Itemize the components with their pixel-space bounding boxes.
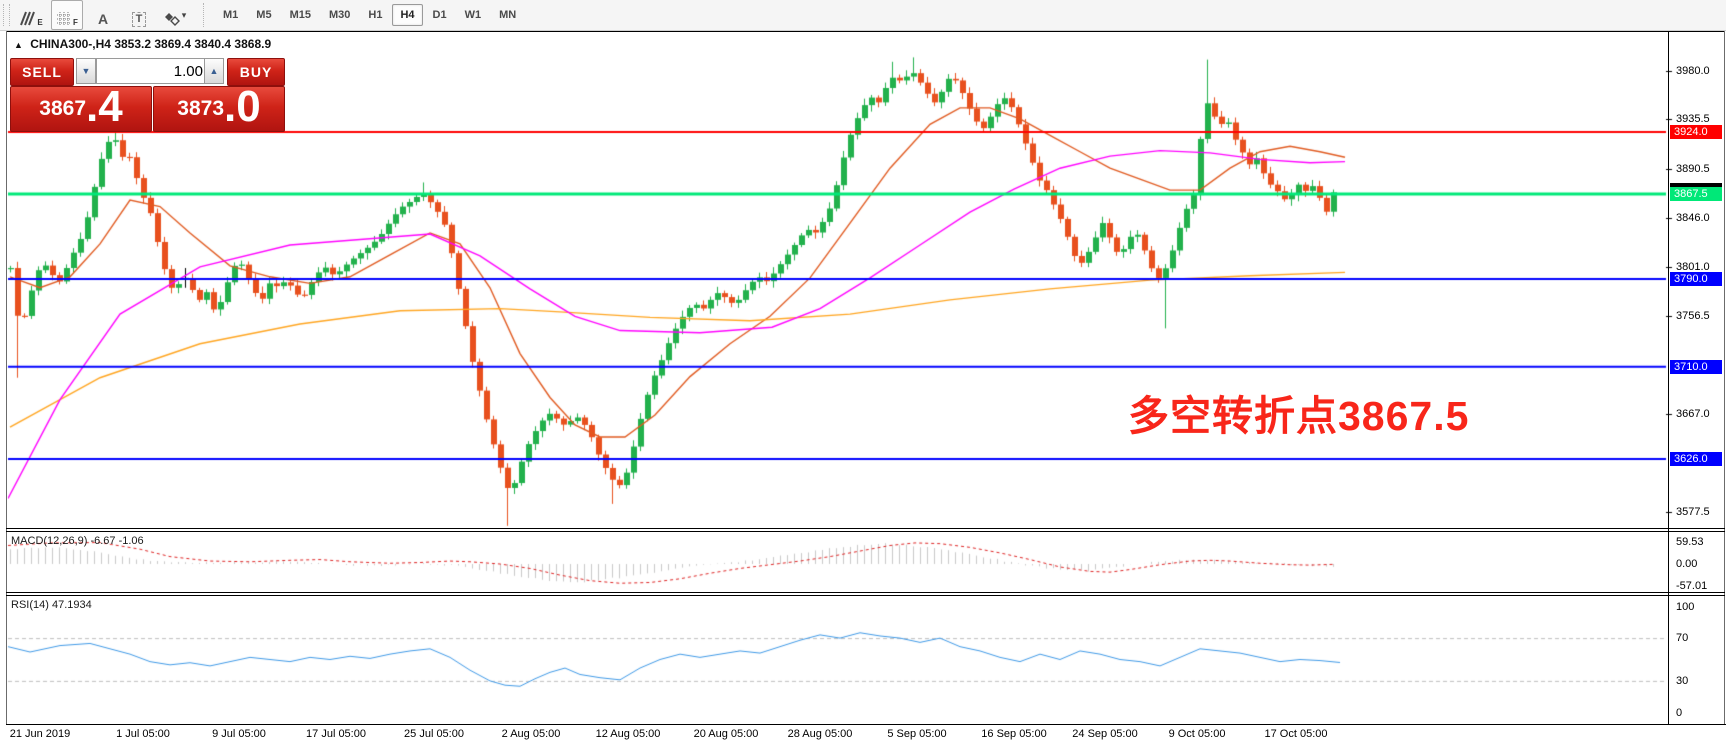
time-tick-label: 9 Jul 05:00	[212, 728, 266, 740]
time-tick-label: 24 Sep 05:00	[1072, 728, 1138, 740]
chart-top-border	[6, 31, 1725, 32]
price-tick-label: 3667.0	[1676, 407, 1710, 420]
chart-left-border	[6, 31, 7, 724]
level-badge: 3924.0	[1670, 125, 1722, 139]
time-tick-label: 9 Oct 05:00	[1168, 728, 1226, 740]
rsi-scale-label: 70	[1676, 632, 1689, 644]
level-badge: 3626.0	[1670, 451, 1722, 466]
time-tick-label: 21 Jun 2019	[9, 728, 71, 740]
one-click-trade-panel: SELL ▼ ▲ BUY 3867 .4 3873 .0	[8, 56, 286, 132]
macd-rsi-separator-top	[6, 592, 1725, 593]
main-macd-separator-bottom[interactable]	[6, 531, 1725, 532]
sell-price-fraction: .4	[86, 82, 123, 131]
collapse-arrow-icon[interactable]: ▲	[14, 40, 23, 50]
main-macd-separator-top	[6, 528, 1725, 529]
macd-rsi-separator-bottom[interactable]	[6, 595, 1725, 596]
level-badge: 3710.0	[1670, 359, 1722, 374]
time-tick-label: 1 Jul 05:00	[116, 728, 170, 740]
arrow-down-icon: ▼	[81, 66, 91, 76]
level-badge: 3790.0	[1670, 271, 1722, 286]
macd-label: MACD(12,26,9) -6.67 -1.06	[11, 535, 144, 547]
sell-button[interactable]: SELL	[10, 58, 74, 86]
rsi-scale-label: 30	[1676, 675, 1689, 687]
time-tick-label: 28 Aug 05:00	[787, 728, 853, 740]
buy-price-display[interactable]: 3873 .0	[153, 82, 285, 132]
buy-button[interactable]: BUY	[227, 58, 285, 86]
symbol-header: ▲ CHINA300-,H4 3853.2 3869.4 3840.4 3868…	[14, 37, 271, 51]
time-tick-label: 17 Oct 05:00	[1264, 728, 1328, 740]
time-tick-label: 2 Aug 05:00	[501, 728, 561, 740]
time-tick-label: 5 Sep 05:00	[887, 728, 947, 740]
price-tick-label: 3846.0	[1676, 211, 1710, 224]
volume-increase-button[interactable]: ▲	[204, 58, 224, 84]
sell-price-main: 3867	[39, 97, 86, 120]
time-tick-label: 25 Jul 05:00	[404, 728, 464, 740]
macd-scale-label: 59.53	[1676, 536, 1704, 548]
price-tick-label: 3801.0	[1676, 260, 1710, 273]
rsi-scale-label: 100	[1676, 601, 1695, 613]
buy-price-fraction: .0	[224, 82, 261, 131]
price-tick-label: 3890.5	[1676, 162, 1710, 175]
arrow-up-icon: ▲	[209, 66, 219, 76]
time-tick-label: 12 Aug 05:00	[595, 728, 661, 740]
rsi-label: RSI(14) 47.1934	[11, 599, 92, 611]
ohlc-values: 3853.2 3869.4 3840.4 3868.9	[114, 37, 272, 51]
price-tick-label: 3935.5	[1676, 113, 1710, 126]
symbol-name: CHINA300-,H4	[30, 37, 111, 51]
volume-input[interactable]	[96, 58, 209, 84]
time-tick-label: 20 Aug 05:00	[693, 728, 759, 740]
price-tick-label: 3756.5	[1676, 309, 1710, 322]
chart-right-border	[1724, 31, 1725, 724]
buy-price-main: 3873	[177, 97, 224, 120]
macd-scale-label: 0.00	[1676, 558, 1698, 570]
macd-scale-label: -57.01	[1676, 580, 1708, 592]
time-axis-line	[6, 724, 1726, 725]
time-tick-label: 17 Jul 05:00	[306, 728, 366, 740]
price-tick-label: 3980.0	[1676, 64, 1710, 77]
level-badge: 3867.5	[1670, 186, 1722, 201]
sell-price-display[interactable]: 3867 .4	[10, 82, 152, 132]
volume-decrease-button[interactable]: ▼	[76, 58, 96, 84]
time-tick-label: 16 Sep 05:00	[981, 728, 1047, 740]
price-tick-label: 3577.5	[1676, 506, 1710, 519]
rsi-scale-label: 0	[1676, 707, 1683, 719]
annotation-text: 多空转折点3867.5	[1128, 393, 1470, 439]
price-axis-line	[1668, 31, 1669, 724]
